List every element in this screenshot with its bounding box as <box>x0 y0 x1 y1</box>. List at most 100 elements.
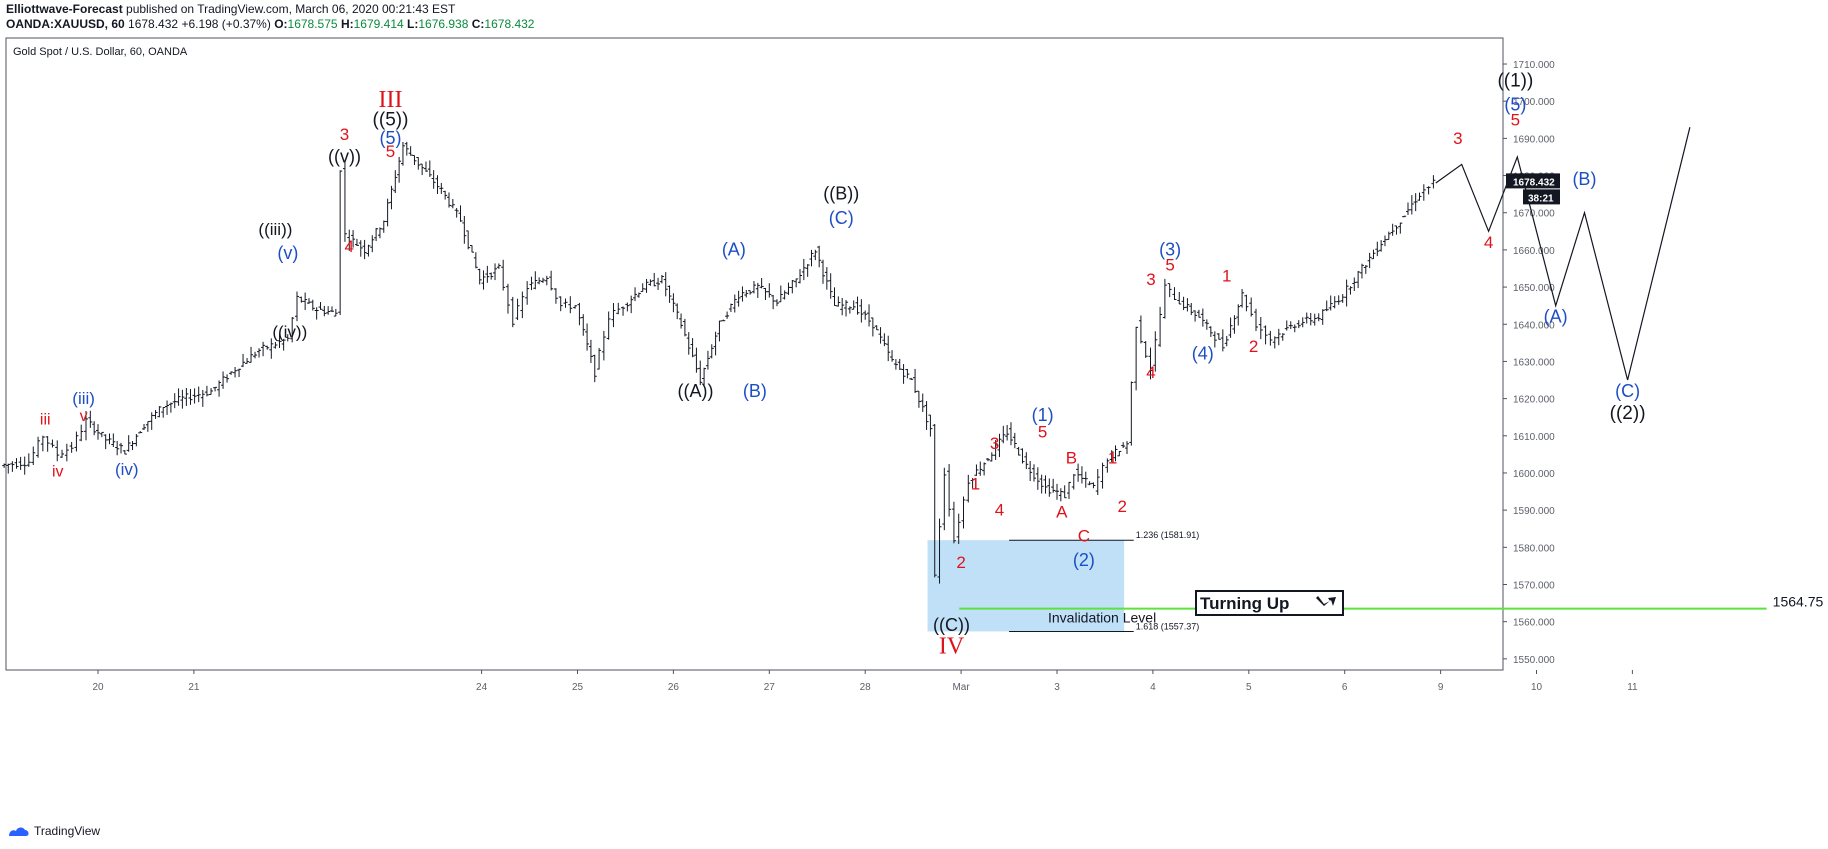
wave-label: 3 <box>340 125 349 144</box>
wave-label: (3) <box>1159 239 1181 259</box>
wave-label: (B) <box>743 381 767 401</box>
y-tick-label: 1710.000 <box>1513 60 1555 71</box>
x-tick-label: 28 <box>860 682 872 693</box>
open-label: O: <box>274 17 288 31</box>
wave-label: ((v)) <box>328 147 361 167</box>
x-tick-label: 5 <box>1246 682 1252 693</box>
wave-label: v <box>80 408 88 425</box>
wave-label: 5 <box>1165 255 1174 274</box>
wave-label: (v) <box>277 243 298 263</box>
turning-up-label: Turning Up <box>1200 594 1289 613</box>
publish-info: published on TradingView.com, March 06, … <box>122 2 456 16</box>
y-tick-label: 1610.000 <box>1513 432 1555 443</box>
wave-label: 2 <box>1249 337 1258 356</box>
x-tick-label: 9 <box>1438 682 1444 693</box>
wave-label: ((1)) <box>1497 70 1533 91</box>
high-value: 1679.414 <box>353 17 404 31</box>
wave-label: ((5)) <box>373 109 409 130</box>
x-tick-label: 25 <box>572 682 584 693</box>
tradingview-brand: TradingView <box>34 824 101 838</box>
last-price-tag-text: 1678.432 <box>1513 177 1555 188</box>
wave-label: 2 <box>956 553 965 572</box>
ohlc-line: OANDA:XAUUSD, 60 1678.432 +6.198 (+0.37%… <box>6 17 534 32</box>
wave-label: ((2)) <box>1610 403 1646 424</box>
x-tick-label: 24 <box>476 682 488 693</box>
wave-label: ((A)) <box>677 381 713 401</box>
invalidation-label: Invalidation Level <box>1048 610 1156 626</box>
wave-label: 5 <box>1511 110 1520 129</box>
x-tick-label: 27 <box>764 682 776 693</box>
high-label: H: <box>340 17 354 31</box>
wave-label: 3 <box>990 434 999 453</box>
wave-label: 1 <box>1108 449 1117 468</box>
wave-label: (A) <box>1544 306 1568 326</box>
wave-label: (2) <box>1073 550 1095 570</box>
wave-label: 4 <box>1146 363 1155 382</box>
x-tick-label: 4 <box>1150 682 1156 693</box>
open-value: 1678.575 <box>287 17 338 31</box>
plot-frame <box>5 37 1504 671</box>
chart-title: Gold Spot / U.S. Dollar, 60, OANDA <box>13 46 188 58</box>
wave-label: (1) <box>1032 405 1054 425</box>
wave-label: 1 <box>971 475 980 494</box>
tradingview-footer[interactable]: TradingView <box>8 824 100 838</box>
wave-label: C <box>1078 527 1090 546</box>
y-tick-label: 1700.000 <box>1513 97 1555 108</box>
x-tick-label: Mar <box>952 682 970 693</box>
wave-label: III <box>379 87 403 113</box>
author-name[interactable]: Elliottwave-Forecast <box>6 2 123 16</box>
x-tick-label: 21 <box>188 682 200 693</box>
wave-label: (B) <box>1572 169 1596 189</box>
x-tick-label: 6 <box>1342 682 1348 693</box>
x-tick-label: 11 <box>1627 682 1638 693</box>
wave-label: ((C)) <box>933 615 970 635</box>
close-value: 1678.432 <box>484 17 535 31</box>
y-tick-label: 1550.000 <box>1513 655 1555 666</box>
x-tick-label: 10 <box>1531 682 1543 693</box>
low-label: L: <box>407 17 419 31</box>
y-tick-label: 1690.000 <box>1513 134 1555 145</box>
publish-line: Elliottwave-Forecast published on Tradin… <box>6 2 534 17</box>
chart-header: Elliottwave-Forecast published on Tradin… <box>6 2 534 32</box>
wave-label: 4 <box>345 237 354 256</box>
y-tick-label: 1600.000 <box>1513 469 1555 480</box>
x-tick-label: 20 <box>92 682 104 693</box>
projection-path <box>1435 127 1691 381</box>
wave-label: (iv) <box>115 460 139 479</box>
y-tick-label: 1640.000 <box>1513 320 1555 331</box>
target-zone-box <box>927 540 1125 632</box>
wave-label: 3 <box>1146 270 1155 289</box>
price-change: +6.198 (+0.37%) <box>181 17 271 31</box>
wave-label: iii <box>40 412 51 429</box>
wave-label: iv <box>52 464 64 481</box>
wave-label: ((B)) <box>823 184 859 204</box>
last-price-tag <box>1506 173 1560 189</box>
y-tick-label: 1620.000 <box>1513 395 1555 406</box>
y-tick-label: 1650.000 <box>1513 283 1555 294</box>
y-tick-label: 1590.000 <box>1513 506 1555 517</box>
fib-label: 1.618 (1557.37) <box>1136 621 1200 631</box>
wave-label: IV <box>939 633 965 659</box>
y-tick-label: 1630.000 <box>1513 357 1555 368</box>
symbol-label: OANDA:XAUUSD, 60 <box>6 17 125 31</box>
wave-label: 4 <box>995 501 1004 520</box>
y-tick-label: 1670.000 <box>1513 209 1555 220</box>
y-tick-label: 1560.000 <box>1513 618 1555 629</box>
last-price: 1678.432 <box>128 17 179 31</box>
y-tick-label: 1570.000 <box>1513 580 1555 591</box>
wave-label: 4 <box>1484 233 1493 252</box>
wave-label: 3 <box>1453 129 1462 148</box>
wave-label: ((iii)) <box>258 220 292 239</box>
low-value: 1676.938 <box>418 17 469 31</box>
x-tick-label: 26 <box>668 682 680 693</box>
wave-label: 5 <box>386 142 395 161</box>
turning-up-box <box>1195 590 1344 616</box>
y-tick-label: 1580.000 <box>1513 543 1555 554</box>
countdown-tag <box>1523 189 1560 205</box>
wave-label: B <box>1066 449 1077 468</box>
wave-label: (C) <box>1615 381 1640 401</box>
countdown-tag-text: 38:21 <box>1528 193 1554 204</box>
arrow-up-right-icon <box>1316 596 1336 606</box>
wave-label: ((iv)) <box>272 322 307 341</box>
